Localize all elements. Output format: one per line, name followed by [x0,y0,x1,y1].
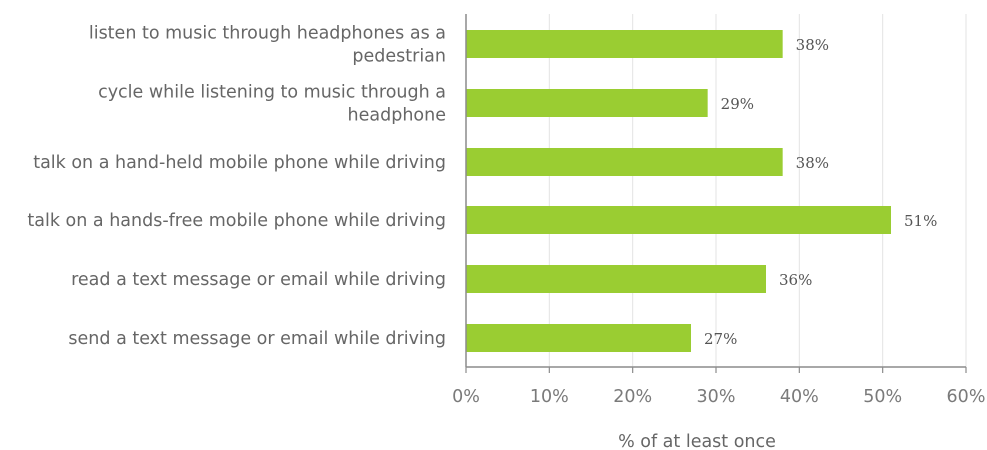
bar [466,148,783,176]
category-label: headphone [348,106,446,126]
x-tick-label: 0% [452,387,480,407]
data-label: 29% [721,95,754,113]
data-label: 38% [796,36,829,54]
x-tick-labels: 0% 10% 20% 30% 40% 50% 60% [452,387,985,407]
category-label: talk on a hands-free mobile phone while … [27,211,446,231]
bar [466,89,708,117]
x-tick-label: 30% [697,387,736,407]
category-label: listen to music through headphones as a [89,24,446,44]
category-labels: listen to music through headphones as a p… [27,24,446,350]
bars [466,30,891,352]
bar [466,324,691,352]
gridlines [548,14,967,367]
x-tick-label: 20% [613,387,652,407]
x-axis-title: % of at least once [618,432,776,450]
x-tick-label: 60% [947,387,986,407]
x-tick-label: 10% [530,387,569,407]
category-label: pedestrian [352,47,446,67]
data-label: 27% [704,330,737,348]
bar [466,206,891,234]
category-label: talk on a hand-held mobile phone while d… [33,153,446,173]
axes [465,14,967,373]
data-labels: 38% 29% 38% 51% 36% 27% [704,36,937,348]
data-label: 36% [779,271,812,289]
x-tick-label: 40% [780,387,819,407]
category-label: send a text message or email while drivi… [68,329,446,349]
data-label: 51% [904,212,937,230]
bar [466,265,766,293]
category-label: read a text message or email while drivi… [71,270,446,290]
bar [466,30,783,58]
data-label: 38% [796,154,829,172]
category-label: cycle while listening to music through a [98,83,446,103]
x-tick-label: 50% [863,387,902,407]
